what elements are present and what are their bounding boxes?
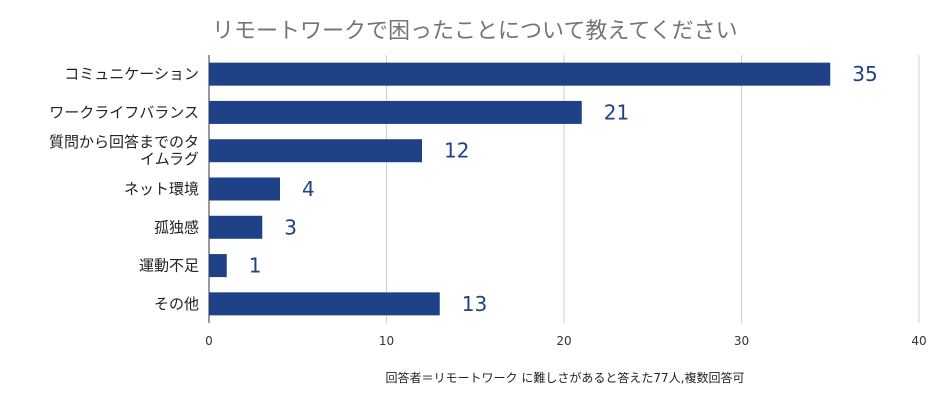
x-tick-label: 10 [379, 334, 394, 348]
bar [209, 139, 422, 163]
data-label: 21 [604, 100, 629, 124]
bar [209, 100, 582, 124]
category-label: ネット環境 [124, 180, 199, 198]
x-tick-label: 0 [205, 334, 213, 348]
chart-title: リモートワークで困ったことについて教えてください [212, 19, 738, 44]
data-label: 35 [852, 62, 877, 86]
data-label: 4 [302, 177, 315, 201]
category-label: 質問から回答までのタ [49, 133, 199, 151]
category-label: 運動不足 [139, 257, 199, 275]
bar [209, 292, 440, 316]
bar [209, 177, 280, 201]
bar [209, 62, 831, 86]
x-tick-label: 30 [734, 334, 749, 348]
bars [209, 62, 831, 316]
value-labels: 35 21 12 431 13 [249, 62, 878, 316]
category-label: コミュニケーション [64, 65, 199, 83]
category-label: 孤独感 [154, 218, 199, 236]
data-label: 13 [462, 292, 487, 316]
data-label: 12 [444, 139, 469, 163]
x-tick-label: 20 [556, 334, 571, 348]
data-label: 3 [284, 215, 297, 239]
category-label: イムラグ [140, 150, 199, 168]
footnote: 回答者＝リモートワーク に難しさがあると答えた77人,複数回答可 [386, 370, 745, 385]
x-tick-label: 40 [911, 334, 926, 348]
x-axis-ticks: 0 10 20 30 40 [205, 334, 926, 348]
bar [209, 254, 227, 278]
data-label: 1 [249, 254, 262, 278]
category-label: その他 [154, 295, 199, 313]
category-labels: コミュニケーションワークライフバランス質問から回答までのタイムラグネット環境孤独… [49, 65, 199, 313]
category-label: ワークライフバランス [49, 103, 199, 121]
bar [209, 215, 263, 239]
grid-lines [208, 55, 920, 323]
